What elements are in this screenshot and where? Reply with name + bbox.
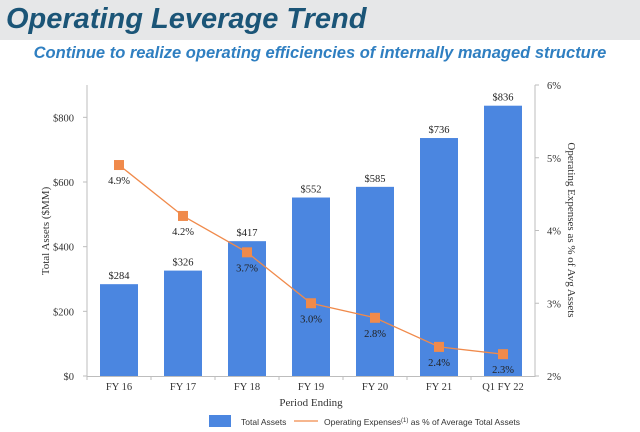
bar-q1-fy-22 <box>484 105 522 377</box>
x-tick-label: FY 16 <box>106 382 132 393</box>
bar-fy-17 <box>164 270 202 376</box>
opex-value-label: 2.8% <box>364 329 386 340</box>
opex-value-label: 3.7% <box>236 263 258 274</box>
bar-value-label: $585 <box>365 174 386 185</box>
left-tick-label: $800 <box>53 113 74 124</box>
bar-value-label: $736 <box>429 125 450 136</box>
opex-marker <box>434 341 444 352</box>
x-tick-label: FY 19 <box>298 382 324 393</box>
left-tick-label: $400 <box>53 243 74 254</box>
opex-value-label: 4.9% <box>108 176 130 187</box>
legend-swatch-total-assets <box>209 415 231 427</box>
left-tick-label: $0 <box>64 372 75 383</box>
opex-value-label: 2.4% <box>428 358 450 369</box>
opex-value-label: 4.2% <box>172 227 194 238</box>
left-axis-title: Total Assets ($MM) <box>40 186 52 275</box>
right-tick-label: 4% <box>547 227 561 238</box>
right-axis-title: Operating Expenses as % of Avg Assets <box>565 142 577 317</box>
x-tick-label: Q1 FY 22 <box>482 382 524 393</box>
bar-fy-21 <box>420 138 458 376</box>
bar-value-label: $284 <box>109 271 131 282</box>
page-title: Operating Leverage Trend <box>6 3 367 35</box>
bar-value-label: $552 <box>301 185 322 196</box>
bar-value-label: $326 <box>173 258 194 269</box>
right-tick-label: 3% <box>547 299 561 310</box>
x-tick-label: FY 20 <box>362 382 388 393</box>
bar-fy-19 <box>292 197 330 376</box>
x-tick-label: FY 18 <box>234 382 260 393</box>
legend: Total Assets Operating Expenses(1) as % … <box>209 415 520 427</box>
right-tick-label: 5% <box>547 154 561 165</box>
opex-marker <box>498 349 508 360</box>
title-banner <box>0 0 640 40</box>
right-tick-label: 2% <box>547 372 561 383</box>
bar-value-label: $836 <box>493 93 514 104</box>
left-tick-label: $200 <box>53 307 74 318</box>
bar-fy-16 <box>100 284 138 376</box>
x-axis-title: Period Ending <box>279 397 343 409</box>
page-subtitle: Continue to realize operating efficienci… <box>33 44 607 62</box>
legend-label-opex: Operating Expenses(1) as % of Average To… <box>324 417 520 427</box>
left-tick-label: $600 <box>53 178 74 189</box>
x-tick-label: FY 17 <box>170 382 196 393</box>
opex-marker <box>306 298 316 309</box>
opex-value-label: 3.0% <box>300 314 322 325</box>
opex-marker <box>242 247 252 258</box>
opex-marker <box>178 210 188 221</box>
opex-marker <box>114 160 124 171</box>
bar-fy-18 <box>228 241 266 376</box>
bar-value-label: $417 <box>237 228 258 239</box>
right-tick-label: 6% <box>547 81 561 92</box>
opex-marker <box>370 312 380 323</box>
x-tick-label: FY 21 <box>426 382 452 393</box>
opex-value-label: 2.3% <box>492 365 514 376</box>
legend-label-total-assets: Total Assets <box>241 417 286 427</box>
bar-fy-20 <box>356 186 394 376</box>
